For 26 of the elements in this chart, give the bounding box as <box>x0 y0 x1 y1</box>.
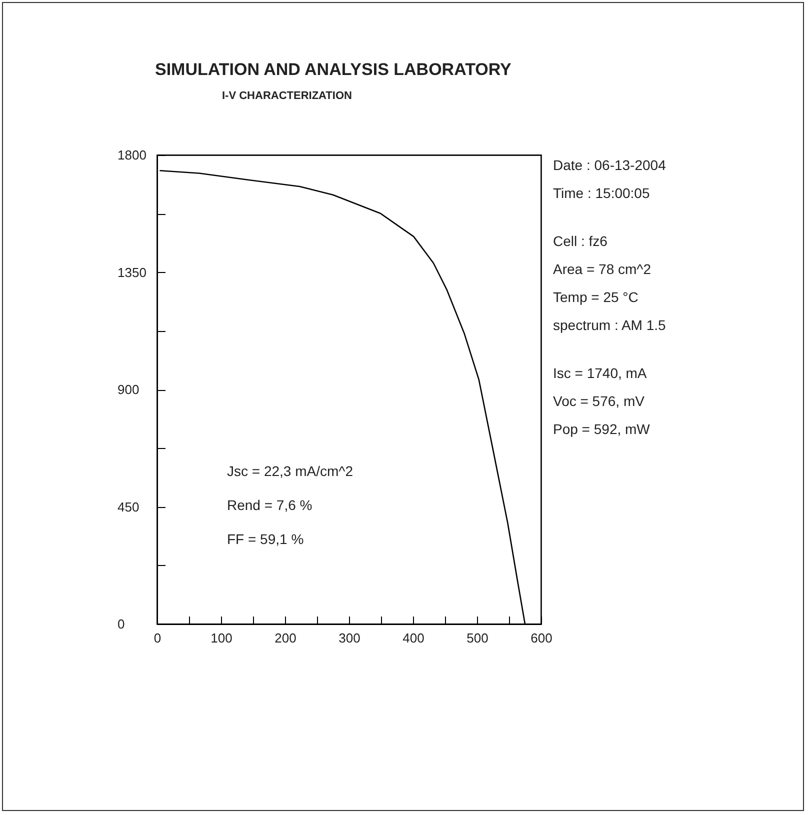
annotation: FF = 59,1 % <box>227 531 304 547</box>
x-tick-label: 100 <box>210 630 232 646</box>
text: Area = 78 cm^2 <box>553 261 652 277</box>
annotation: Rend = 7,6 % <box>227 497 312 513</box>
chart-title: SIMULATION AND ANALYSIS LABORATORY <box>155 60 512 79</box>
text: Voc = 576, mV <box>553 393 646 409</box>
x-tick-label: 600 <box>530 630 552 646</box>
y-tick-label: 1800 <box>118 148 146 162</box>
annotation: Jsc = 22,3 mA/cm^2 <box>227 463 354 479</box>
y-tick-label: 1350 <box>118 264 146 280</box>
text: Date : 06-13-2004 <box>553 157 666 173</box>
text: spectrum : AM 1.5 <box>553 317 666 333</box>
chart-subtitle: I-V CHARACTERIZATION <box>222 90 352 102</box>
text: Pop = 592, mW <box>553 421 651 437</box>
text: Isc = 1740, mA <box>553 365 648 381</box>
y-tick-label: 450 <box>118 499 140 514</box>
text: Temp = 25 °C <box>553 289 638 305</box>
y-tick-label: 0 <box>118 616 125 632</box>
x-tick-label: 300 <box>338 630 360 646</box>
x-tick-label: 500 <box>466 630 488 646</box>
y-tick-label: 900 <box>118 382 140 397</box>
text: Cell : fz6 <box>553 233 608 249</box>
x-tick-label: 200 <box>274 630 296 646</box>
x-tick-label: 0 <box>154 630 162 646</box>
text: Time : 15:00:05 <box>553 185 650 201</box>
x-tick-label: 400 <box>402 630 424 646</box>
